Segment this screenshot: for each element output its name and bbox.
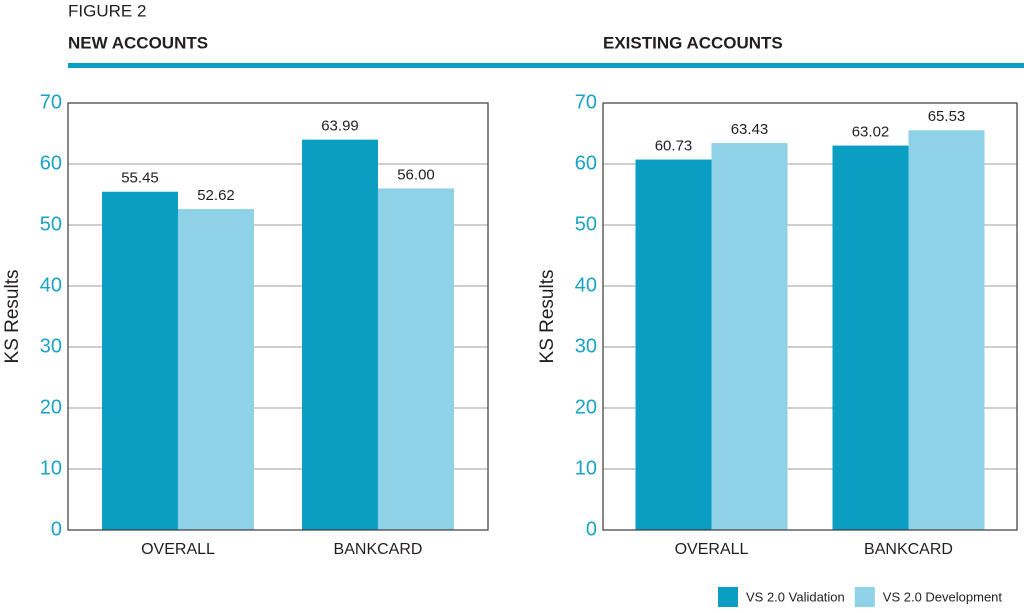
y-axis-label: KS Results [537, 270, 558, 364]
bar [711, 143, 788, 530]
value-label-bg [118, 168, 162, 189]
y-tick-label: 70 [575, 91, 597, 113]
bar [302, 139, 378, 530]
y-tick-label: 20 [40, 396, 62, 418]
bar [102, 191, 178, 530]
y-tick-label: 40 [575, 274, 597, 296]
figure-label: FIGURE 2 [68, 1, 146, 20]
legend-swatch [854, 587, 875, 607]
value-label: 63.43 [731, 121, 769, 138]
y-tick-label: 60 [575, 152, 597, 174]
bar [908, 130, 985, 530]
y-tick-label: 30 [575, 335, 597, 357]
bar [378, 188, 454, 530]
legend-label: VS 2.0 Validation [746, 589, 845, 604]
value-label-bg [848, 122, 893, 143]
value-label-bg [727, 120, 772, 141]
y-tick-label: 30 [40, 335, 62, 357]
y-tick-label: 20 [575, 396, 597, 418]
y-tick-label: 0 [586, 518, 597, 540]
title-rule [68, 63, 1024, 68]
x-tick-label: BANKCARD [334, 541, 423, 558]
y-tick-label: 50 [575, 213, 597, 235]
value-label-bg [651, 136, 696, 157]
bar [635, 159, 712, 530]
value-label-bg [924, 107, 969, 128]
y-tick-label: 60 [40, 152, 62, 174]
y-tick-label: 10 [575, 457, 597, 479]
y-tick-label: 40 [40, 274, 62, 296]
value-label: 60.73 [655, 138, 693, 155]
y-axis-label: KS Results [2, 270, 23, 364]
y-tick-label: 10 [40, 457, 62, 479]
y-tick-label: 0 [51, 518, 62, 540]
value-label-bg [318, 116, 362, 137]
value-label-bg [194, 186, 238, 207]
x-tick-label: OVERALL [141, 541, 215, 558]
value-label: 65.53 [928, 108, 966, 125]
y-tick-label: 70 [40, 91, 62, 113]
plot-frame [602, 102, 1018, 531]
chart-title: EXISTING ACCOUNTS [603, 33, 783, 52]
value-label: 52.62 [197, 187, 235, 204]
x-tick-label: BANKCARD [864, 541, 953, 558]
value-label-bg [394, 165, 438, 186]
value-label: 56.00 [397, 166, 435, 183]
bar [178, 209, 254, 530]
legend-swatch [718, 587, 738, 607]
x-tick-label: OVERALL [675, 541, 749, 558]
plot-frame [67, 102, 489, 531]
bar [832, 145, 909, 530]
value-label: 63.99 [321, 118, 359, 135]
chart-title: NEW ACCOUNTS [68, 33, 208, 52]
legend-label: VS 2.0 Development [883, 589, 1003, 604]
value-label: 55.45 [121, 170, 159, 187]
y-tick-label: 50 [40, 213, 62, 235]
value-label: 63.02 [852, 124, 890, 141]
